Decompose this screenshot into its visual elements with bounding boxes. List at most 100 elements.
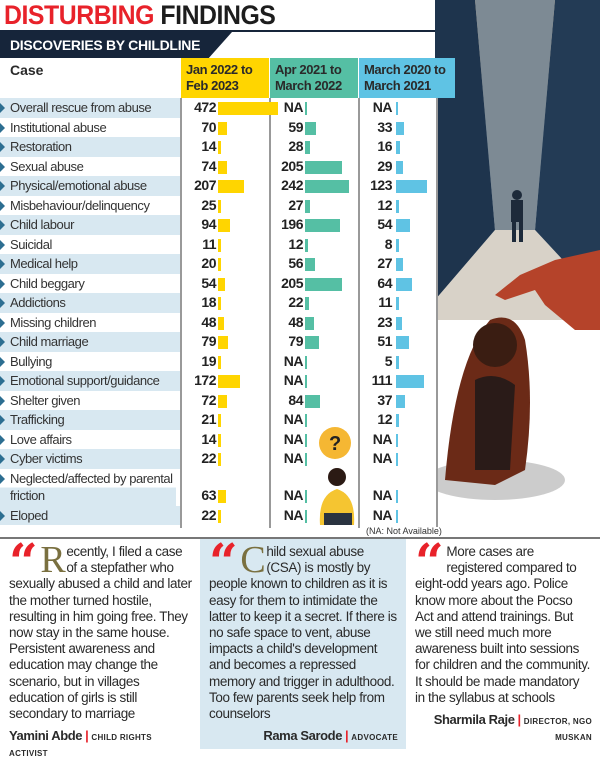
table-row: Missing children 48 48 23 [0,313,435,333]
value-label: 12 [377,196,392,213]
bar [218,355,221,369]
value-label: 29 [377,157,392,174]
quote-attribution: Rama Sarode | ADVOCATE [263,728,398,744]
value-label: 28 [288,138,303,154]
na-note: (NA: Not Available) [366,526,442,536]
value-label: 74 [201,157,216,174]
bar [305,160,342,174]
case-header: Case [10,62,44,78]
value-label: 472 [194,99,216,115]
table-row: Sexual abuse 74 205 29 [0,157,435,177]
table-row: Overall rescue from abuse 472 NA NA [0,98,435,118]
value-label: 22 [201,506,216,523]
table-row: Misbehaviour/delinquency 25 27 12 [0,196,435,216]
title-rule [0,30,435,32]
value-label: 22 [288,294,303,310]
row-label: Medical help [0,254,180,274]
bar [305,355,307,369]
bar [396,355,399,369]
bar [396,258,403,271]
table-row: Love affairs 14 NA NA [0,430,435,450]
row-label: Child beggary [0,274,180,294]
table-row: Bullying 19 NA 5 [0,352,435,372]
table-row: Child labour 94 196 54 [0,215,435,235]
row-label: Suicidal [0,235,180,255]
row-label: Physical/emotional abuse [0,176,180,196]
value-label: NA [372,486,393,503]
value-label: NA [283,99,304,115]
bar [396,180,427,193]
bar [218,375,240,388]
bar [305,509,307,523]
value-label: 59 [288,118,303,135]
row-label: Love affairs [0,430,180,450]
speaker-name: Rama Sarode [263,728,343,744]
value-label: 21 [201,411,216,427]
bar [396,199,399,213]
bar [218,180,245,193]
row-label: Child labour [0,215,180,235]
value-label: 79 [288,333,303,349]
column-header-3: March 2020 to March 2021 [359,58,455,98]
bar [305,180,349,193]
bar [396,121,405,135]
value-label: 25 [201,196,216,213]
bar [396,277,412,291]
column-header-2: Apr 2021 to March 2022 [270,58,358,98]
table-row: Cyber victims 22 NA NA [0,449,435,469]
value-label: NA [283,450,304,466]
value-label: 72 [201,391,216,408]
value-label: 22 [201,450,216,466]
speaker-name: Sharmila Raje [433,712,515,728]
value-label: 20 [201,255,216,271]
value-label: NA [372,430,393,447]
row-label: Shelter given [0,391,180,411]
table-row: Suicidal 11 12 8 [0,235,435,255]
value-label: NA [283,411,304,427]
value-label: 5 [384,352,393,369]
value-label: 19 [201,352,216,369]
row-label: Misbehaviour/delinquency [0,196,180,216]
bar [218,141,221,154]
bar [396,102,398,115]
bar [305,336,320,349]
table-row: Institutional abuse 70 59 33 [0,118,435,138]
svg-text:?: ? [329,433,341,455]
bar [218,297,221,310]
bar [305,141,311,154]
row-label: Institutional abuse [0,118,180,138]
value-label: NA [283,486,304,503]
bar [396,375,424,388]
quote-text: More cases are registered compared to ei… [415,544,590,705]
bar [218,277,225,291]
bar [218,453,221,466]
value-label: 196 [281,216,303,232]
value-label: 48 [288,313,303,330]
bar [305,219,341,232]
row-label: Addictions [0,293,180,313]
bar [396,509,398,523]
quote-3: “More cases are registered compared to e… [406,537,600,749]
table-row: Addictions 18 22 11 [0,293,435,313]
bar [218,160,228,174]
value-label: 14 [201,138,216,154]
walking-figure-icon [511,190,523,242]
drop-cap: C [240,539,266,581]
bar [396,394,406,408]
row-label: Trafficking [0,410,180,430]
row-label: Emotional support/guidance [0,371,180,391]
quote-mark-icon: “ [9,532,38,591]
bar [305,297,309,310]
bar [218,336,229,349]
bar [218,102,278,115]
bar [396,316,402,330]
value-label: NA [283,506,304,523]
table-row: Physical/emotional abuse 207 242 123 [0,176,435,196]
value-label: 79 [201,333,216,349]
value-label: NA [283,430,304,447]
bar [305,414,307,427]
value-label: NA [372,450,393,466]
bar [396,297,399,310]
quote-mark-icon: “ [209,532,238,591]
